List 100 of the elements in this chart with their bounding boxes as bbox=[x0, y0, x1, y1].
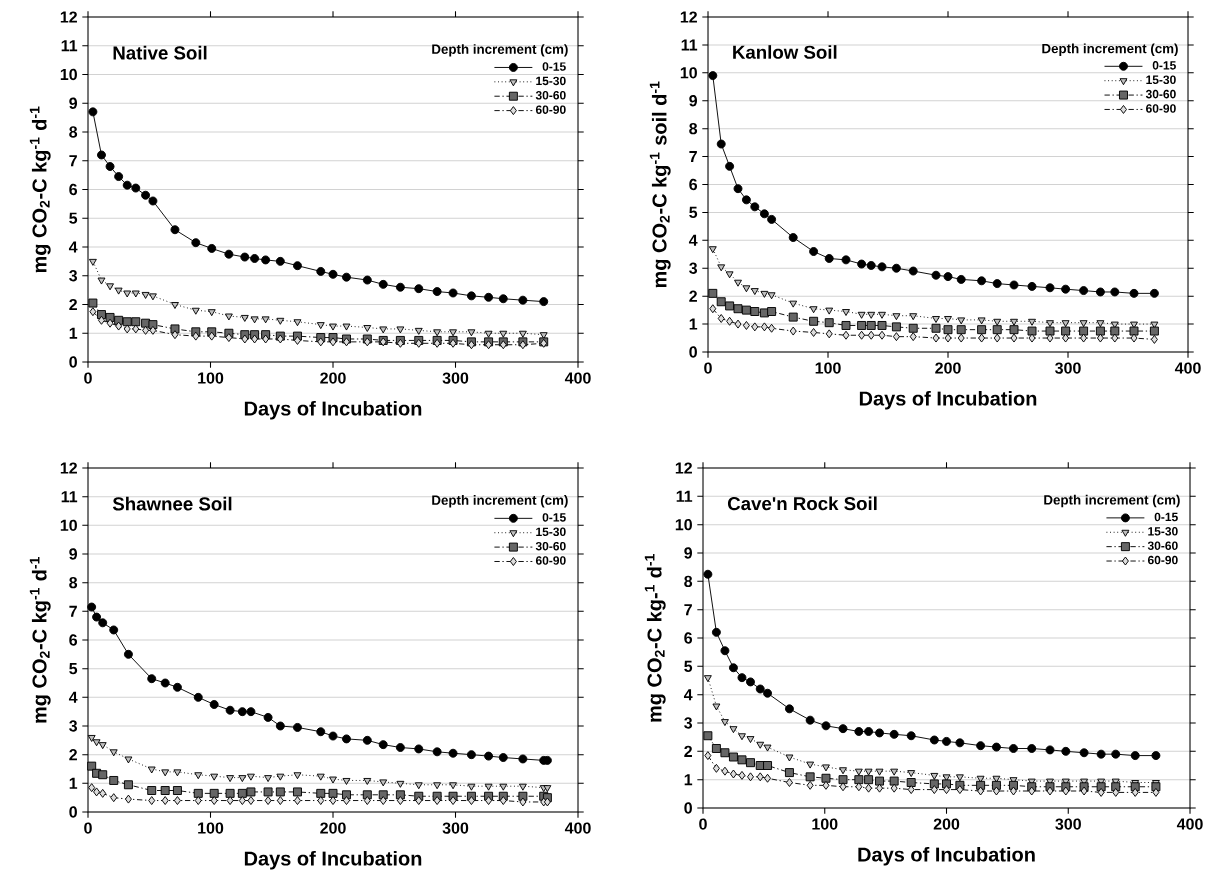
legend-label: 0-15 bbox=[1154, 512, 1178, 522]
y-tick-label: 7 bbox=[69, 605, 77, 617]
y-tick-label: 6 bbox=[69, 183, 78, 196]
x-tick-label: 300 bbox=[442, 372, 469, 384]
y-tick-label: 2 bbox=[684, 745, 692, 757]
x-tick-label: 200 bbox=[320, 372, 346, 384]
y-tick-label: 8 bbox=[69, 126, 78, 138]
y-tick-label: 12 bbox=[60, 462, 77, 474]
y-tick-label: 8 bbox=[684, 575, 693, 587]
y-tick-label: 1 bbox=[69, 777, 78, 789]
y-tick-label: 11 bbox=[681, 39, 698, 51]
legend-label: 15-30 bbox=[1148, 527, 1178, 536]
y-tick-label: 4 bbox=[68, 691, 78, 703]
x-tick-label: 0 bbox=[84, 372, 92, 384]
y-tick-label: 11 bbox=[61, 491, 78, 503]
y-tick-label: 4 bbox=[688, 234, 698, 246]
y-tick-label: 11 bbox=[676, 490, 693, 502]
y-tick-label: 10 bbox=[60, 68, 77, 81]
x-tick-label: 400 bbox=[564, 822, 591, 834]
legend-label: 0-15 bbox=[542, 62, 566, 71]
y-tick-label: 5 bbox=[689, 206, 698, 218]
legend-label: 30-60 bbox=[1147, 541, 1178, 550]
x-tick-label: 200 bbox=[320, 822, 346, 834]
legend-label: 0-15 bbox=[1152, 61, 1176, 70]
x-tick-label: 400 bbox=[1174, 362, 1201, 374]
y-tick-label: 0 bbox=[684, 802, 692, 814]
y-axis-title: mg CO$_{2}$-C kg$^{-1}$ d$^{-1}$ bbox=[29, 557, 51, 723]
y-tick-label: 2 bbox=[689, 290, 697, 302]
y-tick-label: 3 bbox=[69, 270, 78, 282]
x-tick-label: 300 bbox=[442, 822, 469, 834]
y-tick-label: 4 bbox=[68, 241, 78, 253]
legend-label: 30-60 bbox=[1145, 89, 1176, 99]
y-tick-label: 2 bbox=[69, 298, 77, 311]
legend-label: 60-90 bbox=[1147, 555, 1178, 565]
legend-label: 15-30 bbox=[536, 76, 566, 86]
y-tick-label: 9 bbox=[69, 548, 78, 560]
y-tick-label: 4 bbox=[683, 689, 693, 701]
legend-label: 15-30 bbox=[1146, 75, 1176, 85]
y-axis-title: mg CO$_{2}$-C kg$^{-1}$ d$^{-1}$ bbox=[29, 106, 51, 273]
y-tick-label: 1 bbox=[684, 774, 693, 786]
y-tick-label: 10 bbox=[60, 519, 77, 531]
y-tick-label: 1 bbox=[69, 327, 78, 339]
y-tick-label: 3 bbox=[684, 717, 693, 729]
y-tick-label: 9 bbox=[684, 547, 693, 559]
x-tick-label: 300 bbox=[1055, 818, 1081, 830]
x-tick-label: 300 bbox=[1055, 362, 1081, 374]
legend-label: 0-15 bbox=[542, 513, 566, 522]
y-tick-label: 6 bbox=[689, 178, 698, 191]
x-tick-label: 0 bbox=[84, 822, 92, 834]
x-tick-label: 100 bbox=[198, 372, 224, 384]
x-tick-label: 400 bbox=[564, 372, 591, 384]
y-tick-label: 5 bbox=[69, 212, 78, 224]
x-tick-label: 100 bbox=[815, 362, 841, 374]
y-tick-label: 0 bbox=[689, 346, 697, 358]
text: Cave'n Rock Soil bbox=[727, 496, 877, 511]
y-tick-label: 8 bbox=[69, 577, 78, 589]
legend-label: 60-90 bbox=[1146, 104, 1176, 113]
x-tick-label: 200 bbox=[935, 362, 961, 374]
x-tick-label: 100 bbox=[198, 822, 224, 834]
text: Shawnee Soil bbox=[112, 496, 232, 511]
legend-title: Depth increment (cm) bbox=[432, 44, 568, 57]
y-tick-label: 10 bbox=[675, 519, 692, 531]
y-tick-label: 10 bbox=[680, 67, 697, 79]
legend-label: 15-30 bbox=[536, 527, 566, 537]
legend-title: Depth increment (cm) bbox=[432, 495, 568, 508]
legend-label: 30-60 bbox=[535, 91, 566, 100]
y-tick-label: 9 bbox=[689, 95, 698, 107]
y-tick-label: 7 bbox=[689, 151, 697, 163]
y-tick-label: 6 bbox=[684, 632, 693, 644]
y-tick-label: 9 bbox=[69, 97, 78, 109]
y-tick-label: 12 bbox=[680, 11, 697, 23]
x-tick-label: 400 bbox=[1176, 818, 1203, 830]
text: Native Soil bbox=[113, 45, 207, 60]
legend-label: 60-90 bbox=[535, 556, 566, 565]
legend-label: 60-90 bbox=[535, 105, 566, 114]
y-tick-label: 6 bbox=[69, 634, 78, 646]
y-tick-label: 5 bbox=[69, 663, 78, 675]
y-axis-title: mg CO$_{2}$-C kg-$^{1}$ d$^{-1}$ bbox=[644, 554, 666, 722]
y-tick-label: 8 bbox=[689, 123, 698, 135]
y-axis-title: mg CO$_{2}$-C kg$^{-1}$ soil d$^{-1}$ bbox=[649, 81, 671, 288]
y-tick-label: 0 bbox=[69, 806, 77, 818]
y-tick-label: 7 bbox=[69, 155, 77, 167]
x-tick-label: 200 bbox=[933, 818, 960, 830]
y-tick-label: 1 bbox=[689, 318, 698, 330]
x-axis-title: Days of Incubation bbox=[859, 390, 1037, 410]
text: Kanlow Soil bbox=[733, 45, 837, 59]
x-tick-label: 0 bbox=[704, 362, 712, 374]
y-tick-label: 2 bbox=[69, 749, 77, 761]
y-tick-label: 12 bbox=[675, 462, 692, 474]
y-tick-label: 7 bbox=[684, 604, 692, 616]
y-tick-label: 12 bbox=[60, 11, 77, 23]
y-tick-label: 3 bbox=[689, 262, 698, 274]
x-axis-title: Days of Incubation bbox=[858, 846, 1035, 866]
y-tick-label: 3 bbox=[69, 720, 78, 732]
legend-title: Depth increment (cm) bbox=[1042, 43, 1178, 56]
legend-label: 30-60 bbox=[535, 541, 566, 551]
x-tick-label: 100 bbox=[812, 818, 838, 830]
x-axis-title: Days of Incubation bbox=[244, 400, 422, 420]
y-tick-label: 5 bbox=[684, 660, 693, 672]
y-tick-label: 11 bbox=[61, 40, 78, 52]
